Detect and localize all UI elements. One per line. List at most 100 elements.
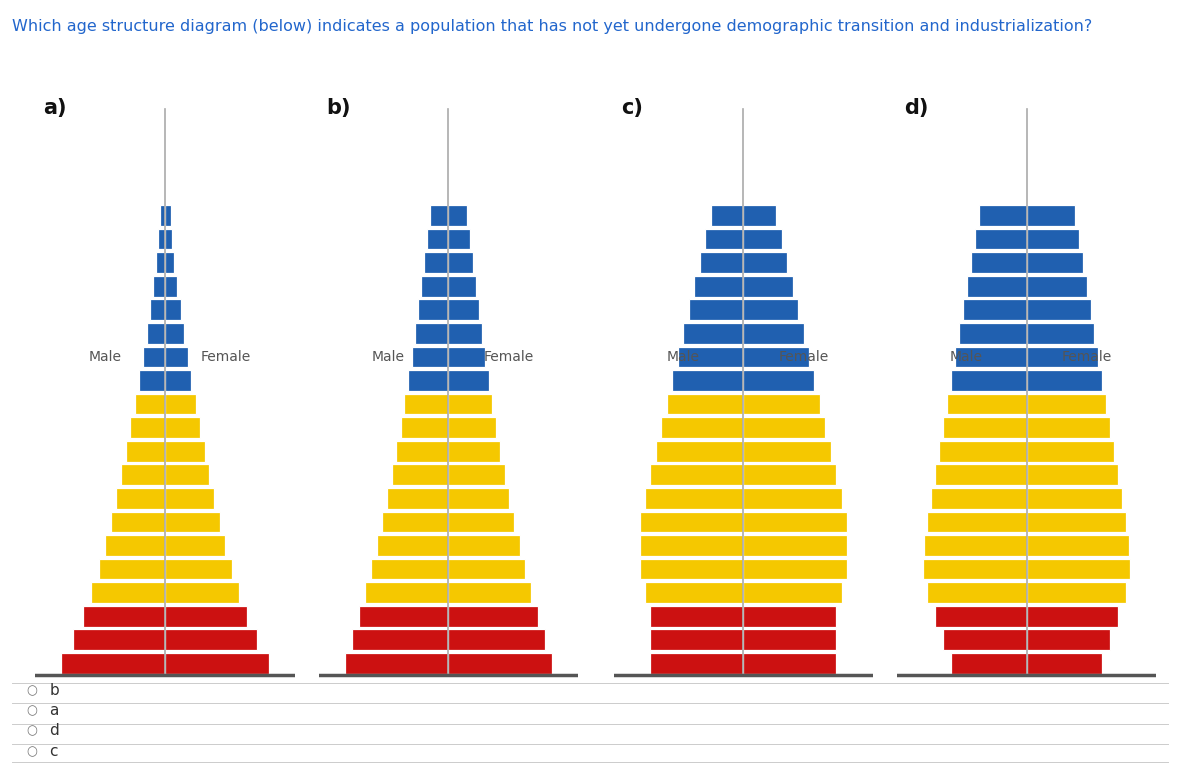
Bar xyxy=(743,512,847,532)
Text: ○: ○ xyxy=(26,724,37,738)
Bar xyxy=(165,252,175,273)
Bar xyxy=(971,252,1027,273)
Bar xyxy=(376,535,448,556)
Bar xyxy=(743,252,787,273)
Text: ○: ○ xyxy=(26,745,37,758)
Bar xyxy=(743,582,841,603)
Bar xyxy=(667,394,743,415)
Bar xyxy=(640,559,743,580)
Bar xyxy=(923,559,1027,580)
Bar xyxy=(743,653,837,674)
Bar xyxy=(683,323,743,344)
Bar xyxy=(650,629,743,650)
Bar xyxy=(1027,512,1127,532)
Bar xyxy=(743,276,793,296)
Bar xyxy=(448,441,500,461)
Text: a: a xyxy=(50,703,59,718)
Text: a): a) xyxy=(42,97,66,117)
Bar xyxy=(405,394,448,415)
Bar xyxy=(448,394,492,415)
Bar xyxy=(165,653,269,674)
Bar xyxy=(645,582,743,603)
Bar xyxy=(165,464,210,485)
Bar xyxy=(156,252,165,273)
Text: d): d) xyxy=(904,97,929,117)
Bar xyxy=(448,276,476,296)
Bar xyxy=(743,229,781,250)
Bar xyxy=(448,205,467,226)
Bar xyxy=(1027,488,1122,509)
Bar xyxy=(448,346,485,367)
Bar xyxy=(448,488,510,509)
Text: Male: Male xyxy=(667,350,700,364)
Bar xyxy=(98,559,165,580)
Bar xyxy=(366,582,448,603)
Text: d: d xyxy=(50,724,59,738)
Bar xyxy=(1027,464,1119,485)
Text: Male: Male xyxy=(950,350,983,364)
Bar xyxy=(158,229,165,250)
Bar xyxy=(645,488,743,509)
Bar xyxy=(448,370,489,391)
Bar xyxy=(743,417,825,438)
Bar xyxy=(430,205,448,226)
Bar xyxy=(946,394,1027,415)
Bar xyxy=(359,606,448,626)
Bar xyxy=(421,276,448,296)
Bar xyxy=(448,606,538,626)
Bar xyxy=(165,370,191,391)
Bar xyxy=(943,629,1027,650)
Bar xyxy=(662,417,743,438)
Bar xyxy=(146,323,165,344)
Bar xyxy=(427,229,448,250)
Bar xyxy=(448,653,552,674)
Bar xyxy=(382,512,448,532)
Bar xyxy=(165,346,188,367)
Bar xyxy=(448,464,505,485)
Bar xyxy=(448,559,525,580)
Bar xyxy=(963,300,1027,321)
Text: c): c) xyxy=(621,97,643,117)
Bar xyxy=(743,464,837,485)
Text: Male: Male xyxy=(88,350,122,364)
Bar xyxy=(743,346,809,367)
Bar xyxy=(1027,606,1119,626)
Bar xyxy=(165,535,225,556)
Bar xyxy=(951,370,1027,391)
Bar xyxy=(415,323,448,344)
Bar xyxy=(111,512,165,532)
Bar xyxy=(165,441,204,461)
Bar xyxy=(743,205,776,226)
Bar xyxy=(1027,653,1102,674)
Bar xyxy=(1027,535,1129,556)
Bar xyxy=(165,394,196,415)
Bar xyxy=(743,441,831,461)
Bar xyxy=(396,441,448,461)
Bar xyxy=(126,441,165,461)
Bar xyxy=(926,582,1027,603)
Bar xyxy=(743,394,820,415)
Bar xyxy=(401,417,448,438)
Bar xyxy=(448,229,470,250)
Bar xyxy=(1027,300,1090,321)
Text: Female: Female xyxy=(201,350,250,364)
Bar xyxy=(165,559,232,580)
Text: Male: Male xyxy=(372,350,405,364)
Bar xyxy=(935,606,1027,626)
Bar xyxy=(159,205,165,226)
Bar xyxy=(640,535,743,556)
Text: Female: Female xyxy=(779,350,828,364)
Bar xyxy=(165,205,171,226)
Bar xyxy=(105,535,165,556)
Bar xyxy=(448,252,473,273)
Bar xyxy=(1027,441,1114,461)
Bar xyxy=(1027,276,1087,296)
Bar xyxy=(139,370,165,391)
Bar xyxy=(165,606,247,626)
Bar xyxy=(448,323,481,344)
Text: Which age structure diagram (below) indicates a population that has not yet unde: Which age structure diagram (below) indi… xyxy=(12,19,1092,34)
Bar xyxy=(673,370,743,391)
Bar xyxy=(1027,559,1130,580)
Bar xyxy=(1027,582,1127,603)
Bar xyxy=(120,464,165,485)
